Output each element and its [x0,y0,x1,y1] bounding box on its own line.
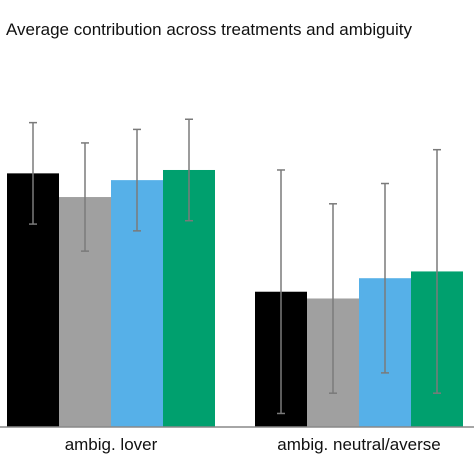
x-tick-label-0: ambig. lover [65,435,158,454]
error-bar-1-1 [329,203,337,394]
error-bar-0-2 [133,128,141,232]
error-bar-0-0 [29,121,37,225]
error-bar-1-2 [381,182,389,374]
error-bar-0-1 [81,142,89,252]
bars-layer [7,169,463,427]
error-bar-0-3 [185,118,193,222]
chart-title: Average contribution across treatments a… [6,20,413,39]
error-bars-layer [29,118,441,415]
error-bar-1-0 [277,169,285,415]
x-tick-label-1: ambig. neutral/averse [277,435,440,454]
x-tick-labels: ambig. lover ambig. neutral/averse [65,435,441,454]
error-bar-1-3 [433,148,441,394]
